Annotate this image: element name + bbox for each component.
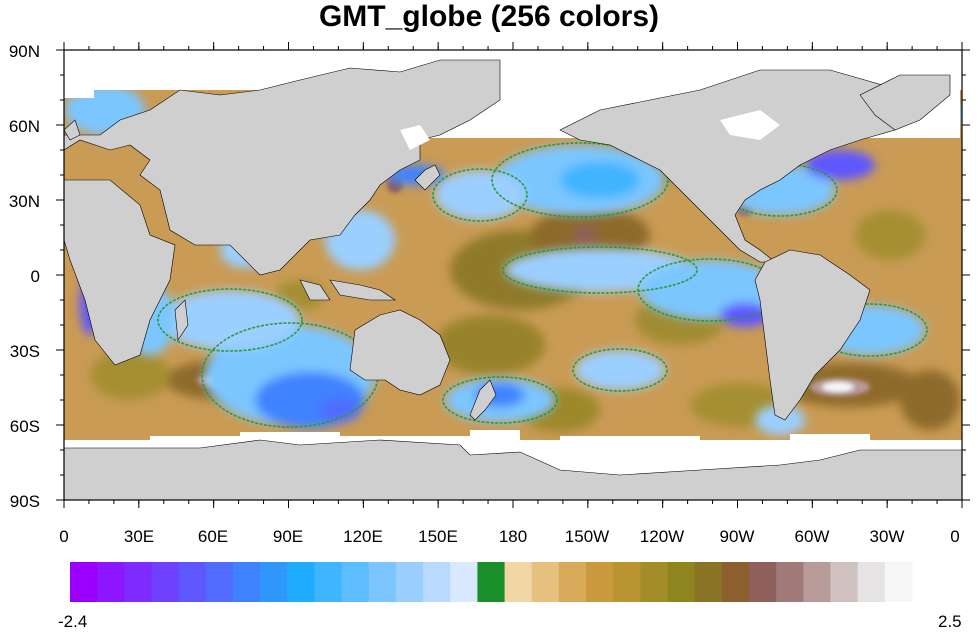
colorbar-swatch [423, 562, 451, 602]
lon-label-90e: 90E [272, 527, 304, 546]
lon-label-0-east: 0 [950, 527, 960, 546]
colorbar-swatch [341, 562, 370, 602]
lon-label-60e: 60E [197, 527, 229, 546]
colorbar-swatch [450, 562, 479, 602]
colorbar-swatch [205, 562, 234, 602]
colorbar-swatch [531, 562, 560, 602]
ice-patches [400, 110, 780, 150]
lat-label-90n: 90N [8, 42, 40, 61]
colorbar-swatch [178, 562, 207, 602]
colorbar-swatch [749, 562, 777, 602]
lon-label-30w: 30W [869, 527, 905, 546]
colorbar-swatch [694, 562, 723, 602]
land-masses [64, 59, 962, 500]
lon-label-90w: 90W [719, 527, 755, 546]
lat-label-30s: 30S [9, 342, 40, 361]
lon-label-150e: 150E [418, 527, 458, 546]
colorbar-swatch [803, 562, 832, 602]
zero-contours [157, 142, 928, 428]
lon-label-30e: 30E [123, 527, 155, 546]
map-plot-area [64, 50, 962, 500]
axis-ticks [56, 42, 970, 508]
colorbar-swatch [776, 562, 804, 602]
colorbar-swatch [395, 562, 424, 602]
colorbar [70, 562, 913, 602]
colorbar-swatch [151, 562, 180, 602]
lat-label-eq: 0 [30, 267, 40, 286]
colorbar-min-label: -2.4 [58, 612, 88, 631]
lon-label-180: 180 [498, 527, 528, 546]
lat-label-30n: 30N [8, 192, 40, 211]
colorbar-max-label: 2.5 [938, 612, 962, 631]
colorbar-swatch [667, 562, 696, 602]
colorbar-swatch [232, 562, 261, 602]
colorbar-swatch [857, 562, 886, 602]
colorbar-swatch [70, 562, 98, 602]
colorbar-swatch [640, 562, 669, 602]
colorbar-swatch [477, 562, 506, 602]
colorbar-swatch [97, 562, 125, 602]
colorbar-swatch [368, 562, 397, 602]
colorbar-swatch [613, 562, 641, 602]
colorbar-swatch [124, 562, 153, 602]
colorbar-swatch [504, 562, 533, 602]
map-title: GMT_globe (256 colors) [318, 0, 660, 33]
colorbar-swatch [558, 562, 587, 602]
lat-label-60s: 60S [9, 417, 40, 436]
colorbar-swatch [287, 562, 316, 602]
colorbar-swatch [830, 562, 859, 602]
lon-label-150w: 150W [564, 527, 610, 546]
lon-label-60w: 60W [794, 527, 830, 546]
lat-label-90s: 90S [9, 492, 40, 511]
lon-label-120w: 120W [639, 527, 685, 546]
lon-label-120e: 120E [343, 527, 383, 546]
colorbar-swatch [314, 562, 343, 602]
colorbar-swatch [586, 562, 614, 602]
lat-label-60n: 60N [8, 117, 40, 136]
lon-label-0: 0 [59, 527, 69, 546]
colorbar-swatch [721, 562, 750, 602]
colorbar-swatch [260, 562, 288, 602]
colorbar-swatch [884, 562, 913, 602]
